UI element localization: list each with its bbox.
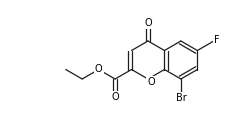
Text: O: O (144, 18, 152, 28)
Text: O: O (111, 92, 119, 102)
Text: O: O (147, 77, 155, 87)
Text: O: O (95, 65, 102, 75)
Text: F: F (214, 35, 220, 45)
Text: Br: Br (176, 93, 186, 103)
